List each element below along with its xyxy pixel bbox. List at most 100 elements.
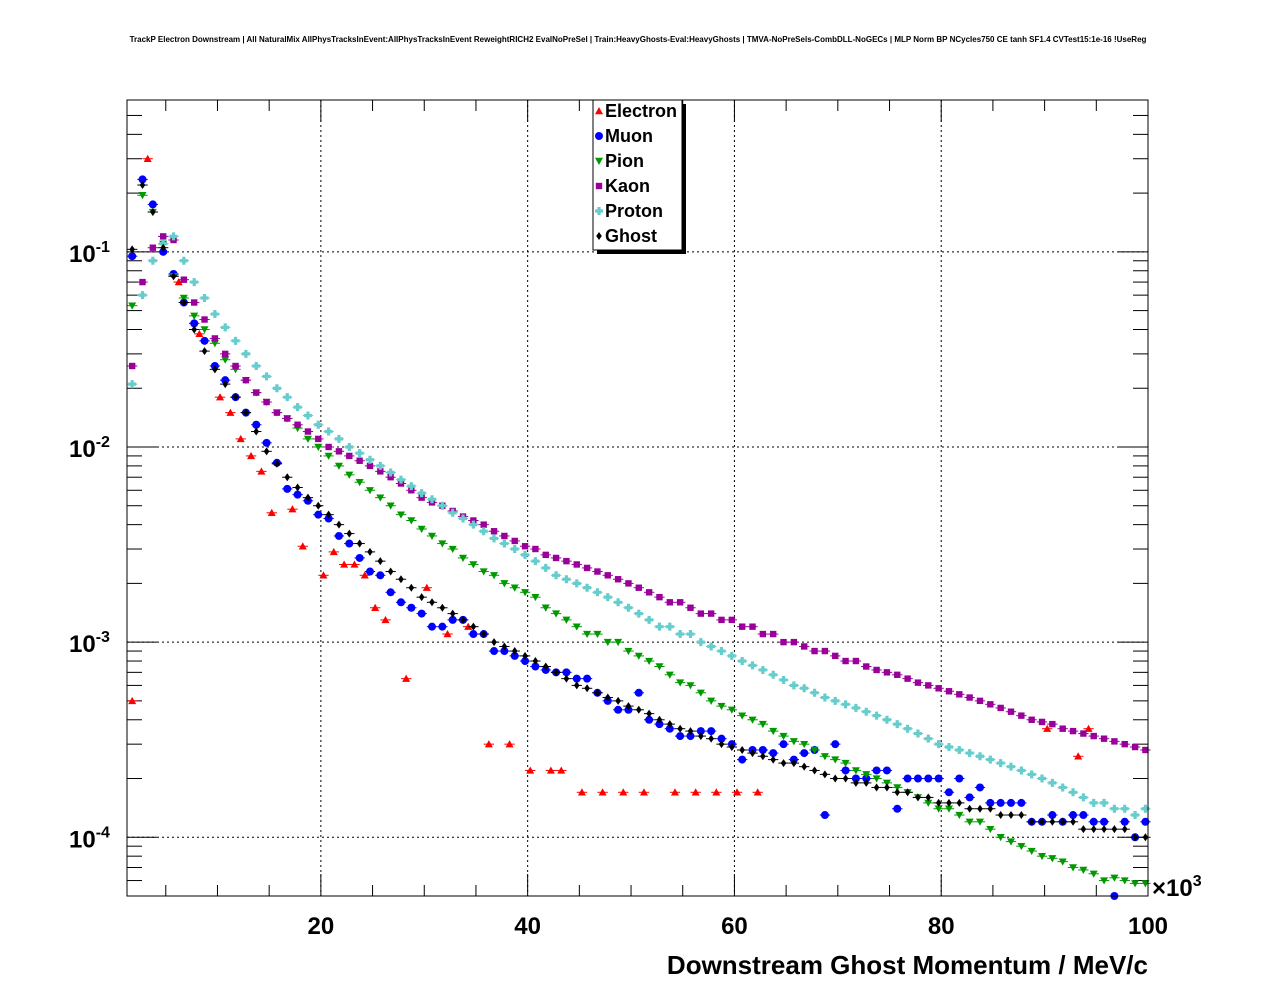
data-point-ghost [718, 740, 725, 749]
data-point-ghost [1142, 833, 1149, 842]
data-point-proton [190, 278, 199, 287]
data-point-proton [583, 583, 592, 592]
data-point-ghost [511, 647, 518, 656]
data-point-ghost [873, 783, 880, 792]
data-point-proton [748, 661, 757, 670]
data-point-ghost [646, 709, 652, 718]
data-point-electron [298, 542, 307, 550]
data-point-ghost [429, 598, 435, 607]
data-point-proton [386, 468, 395, 477]
data-point-pion [1017, 842, 1026, 851]
data-point-ghost [987, 804, 994, 813]
data-point-proton [221, 323, 230, 332]
data-point-ghost [139, 181, 146, 190]
data-point-pion [190, 312, 199, 320]
data-point-ghost [791, 759, 797, 768]
data-point-proton [634, 609, 643, 618]
data-point-kaon [925, 682, 932, 689]
data-point-kaon [480, 521, 487, 528]
data-point-electron [371, 603, 380, 611]
x-axis-multiplier-exponent: 3 [1193, 873, 1202, 890]
data-point-ghost [822, 770, 828, 779]
data-point-muon [396, 598, 405, 607]
data-point-muon [1017, 798, 1026, 807]
data-point-kaon [852, 657, 860, 665]
data-point-pion [1048, 855, 1057, 863]
data-point-kaon [770, 630, 777, 638]
data-point-proton [738, 657, 747, 666]
data-point-electron [639, 788, 648, 796]
data-point-pion [552, 610, 561, 618]
data-point-muon [252, 420, 261, 429]
data-point-ghost [1121, 825, 1128, 834]
data-point-muon [314, 510, 323, 519]
y-tick-label: 10-1 [69, 239, 110, 268]
data-point-ghost [439, 603, 446, 612]
data-point-kaon [1100, 735, 1108, 742]
legend-marker [595, 157, 603, 165]
data-point-proton [128, 380, 137, 389]
data-point-proton [593, 588, 602, 597]
data-point-kaon [594, 568, 601, 575]
data-point-pion [686, 682, 695, 690]
data-point-pion [1089, 870, 1098, 878]
data-point-proton [1058, 783, 1067, 792]
legend-marker [595, 207, 604, 215]
data-point-muon [417, 609, 426, 618]
data-point-ghost [160, 243, 166, 252]
data-point-kaon [883, 669, 891, 676]
data-point-proton [1089, 798, 1098, 807]
data-point-ghost [780, 759, 787, 768]
data-point-ghost [760, 752, 766, 761]
data-series [127, 154, 1151, 900]
data-point-ghost [129, 245, 135, 254]
data-point-ghost [346, 529, 353, 538]
data-point-kaon [284, 415, 291, 422]
data-point-pion [789, 738, 798, 746]
data-point-kaon [935, 685, 942, 692]
data-point-proton [810, 688, 819, 697]
data-point-electron [577, 788, 586, 796]
data-point-proton [428, 495, 437, 504]
data-point-muon [572, 674, 581, 683]
data-point-muon [707, 727, 716, 736]
data-point-pion [521, 589, 530, 597]
data-point-ghost [274, 459, 280, 468]
x-axis-multiplier-base: ×10 [1152, 875, 1193, 902]
data-point-pion [944, 805, 953, 813]
data-point-ghost [853, 778, 859, 787]
data-point-electron [712, 788, 721, 796]
data-point-pion [645, 657, 654, 666]
legend-entry-proton: Proton [595, 201, 663, 221]
data-point-ghost [315, 501, 322, 510]
data-point-kaon [976, 697, 984, 705]
data-point-kaon [211, 335, 219, 342]
data-point-muon [1048, 811, 1057, 820]
data-point-proton [272, 384, 281, 393]
data-point-electron [381, 615, 390, 624]
data-point-electron [236, 434, 245, 443]
data-point-proton [241, 349, 250, 358]
data-point-ghost [284, 473, 291, 482]
data-point-pion [624, 647, 633, 656]
data-point-muon [893, 804, 902, 813]
data-point-proton [800, 684, 809, 693]
data-point-proton [210, 310, 219, 319]
data-point-pion [221, 356, 230, 364]
data-point-ghost [729, 743, 735, 752]
data-point-muon [851, 774, 860, 783]
data-point-muon [407, 603, 416, 612]
data-point-proton [541, 563, 550, 572]
data-point-kaon [821, 647, 829, 655]
data-point-ghost [956, 798, 963, 807]
data-point-proton [1017, 766, 1026, 775]
data-point-kaon [366, 462, 374, 470]
data-point-kaon [408, 487, 415, 494]
data-point-kaon [501, 532, 508, 540]
data-point-kaon [614, 576, 622, 583]
data-point-ghost [842, 774, 849, 783]
data-point-pion [541, 604, 550, 612]
data-point-muon [469, 630, 478, 639]
data-point-muon [262, 438, 271, 447]
